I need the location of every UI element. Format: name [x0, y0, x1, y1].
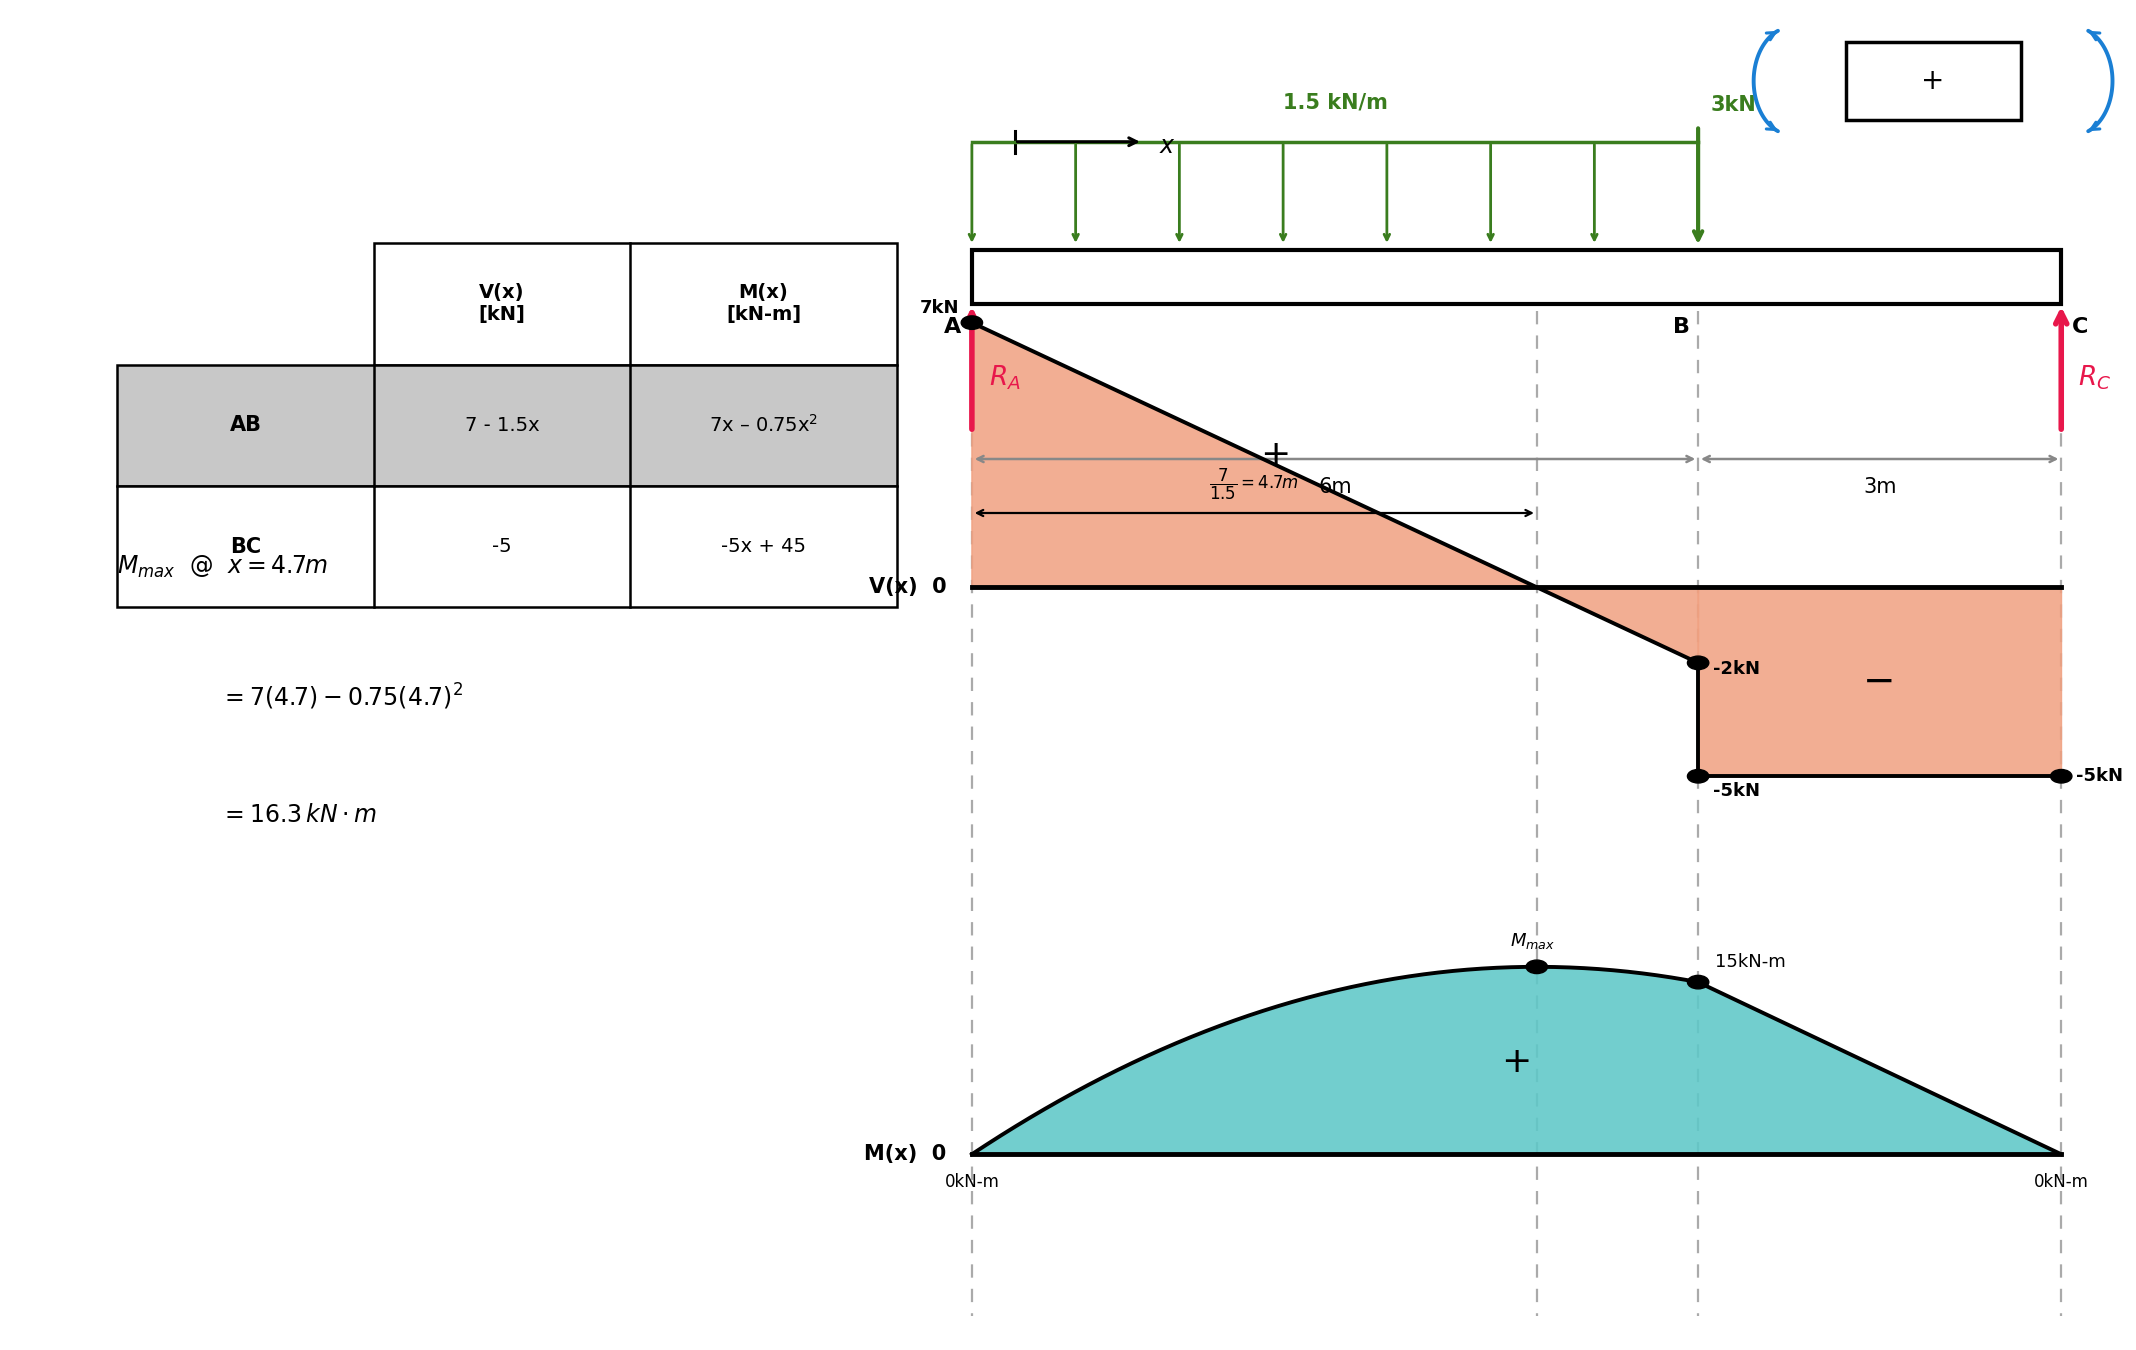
- Text: +: +: [1502, 1045, 1532, 1080]
- Text: 6m: 6m: [1318, 477, 1352, 497]
- Circle shape: [1525, 960, 1546, 973]
- Text: -2kN: -2kN: [1713, 660, 1760, 678]
- Text: 7x – 0.75x$^2$: 7x – 0.75x$^2$: [709, 414, 818, 436]
- Text: $= 7(4.7) - 0.75(4.7)^2$: $= 7(4.7) - 0.75(4.7)^2$: [220, 682, 464, 711]
- Circle shape: [2051, 769, 2072, 783]
- Text: V(x)
[kN]: V(x) [kN]: [478, 284, 525, 324]
- Text: 3kN: 3kN: [1711, 95, 1756, 115]
- Text: A: A: [944, 317, 961, 338]
- Text: M(x)  0: M(x) 0: [863, 1145, 946, 1164]
- Circle shape: [1687, 656, 1709, 670]
- Text: -5x + 45: -5x + 45: [722, 537, 805, 556]
- Text: $R_C$: $R_C$: [2078, 363, 2113, 393]
- Text: $M_{max}$  @  $x = 4.7m$: $M_{max}$ @ $x = 4.7m$: [117, 554, 329, 579]
- Text: $R_A$: $R_A$: [989, 363, 1021, 393]
- Text: BC: BC: [231, 537, 261, 556]
- Text: -5kN: -5kN: [2076, 767, 2123, 786]
- Text: $= 16.3\,kN \cdot m$: $= 16.3\,kN \cdot m$: [220, 803, 376, 828]
- Text: C: C: [2072, 317, 2089, 338]
- Text: B: B: [1672, 317, 1690, 338]
- Bar: [374, 243, 897, 364]
- Polygon shape: [1698, 587, 2061, 776]
- Text: -5kN: -5kN: [1713, 782, 1760, 799]
- Text: −: −: [1863, 663, 1897, 701]
- Bar: [117, 364, 897, 486]
- Circle shape: [1687, 769, 1709, 783]
- Bar: [1846, 42, 2021, 120]
- Text: 0kN-m: 0kN-m: [944, 1173, 1000, 1191]
- Text: 1.5 kN/m: 1.5 kN/m: [1282, 92, 1388, 112]
- Bar: [972, 250, 2061, 304]
- Text: +: +: [1260, 437, 1290, 472]
- Text: 7 - 1.5x: 7 - 1.5x: [466, 416, 538, 435]
- Bar: [117, 486, 897, 608]
- Polygon shape: [972, 967, 2061, 1154]
- Text: 15kN-m: 15kN-m: [1715, 953, 1786, 972]
- Polygon shape: [1536, 587, 1698, 663]
- Text: V(x)  0: V(x) 0: [869, 578, 946, 597]
- Text: $\dfrac{7}{1.5} = 4.7m$: $\dfrac{7}{1.5} = 4.7m$: [1209, 467, 1299, 502]
- Circle shape: [1687, 975, 1709, 988]
- Text: $M_{max}$: $M_{max}$: [1510, 930, 1555, 950]
- Text: AB: AB: [231, 416, 261, 435]
- Text: 0kN-m: 0kN-m: [2033, 1173, 2089, 1191]
- Text: x: x: [1160, 134, 1175, 158]
- Text: +: +: [1922, 68, 1944, 94]
- Text: 3m: 3m: [1863, 477, 1897, 497]
- Text: M(x)
[kN-m]: M(x) [kN-m]: [726, 284, 801, 324]
- Polygon shape: [972, 323, 1536, 587]
- Text: -5: -5: [491, 537, 513, 556]
- Text: 7kN: 7kN: [921, 300, 959, 317]
- Circle shape: [961, 316, 983, 329]
